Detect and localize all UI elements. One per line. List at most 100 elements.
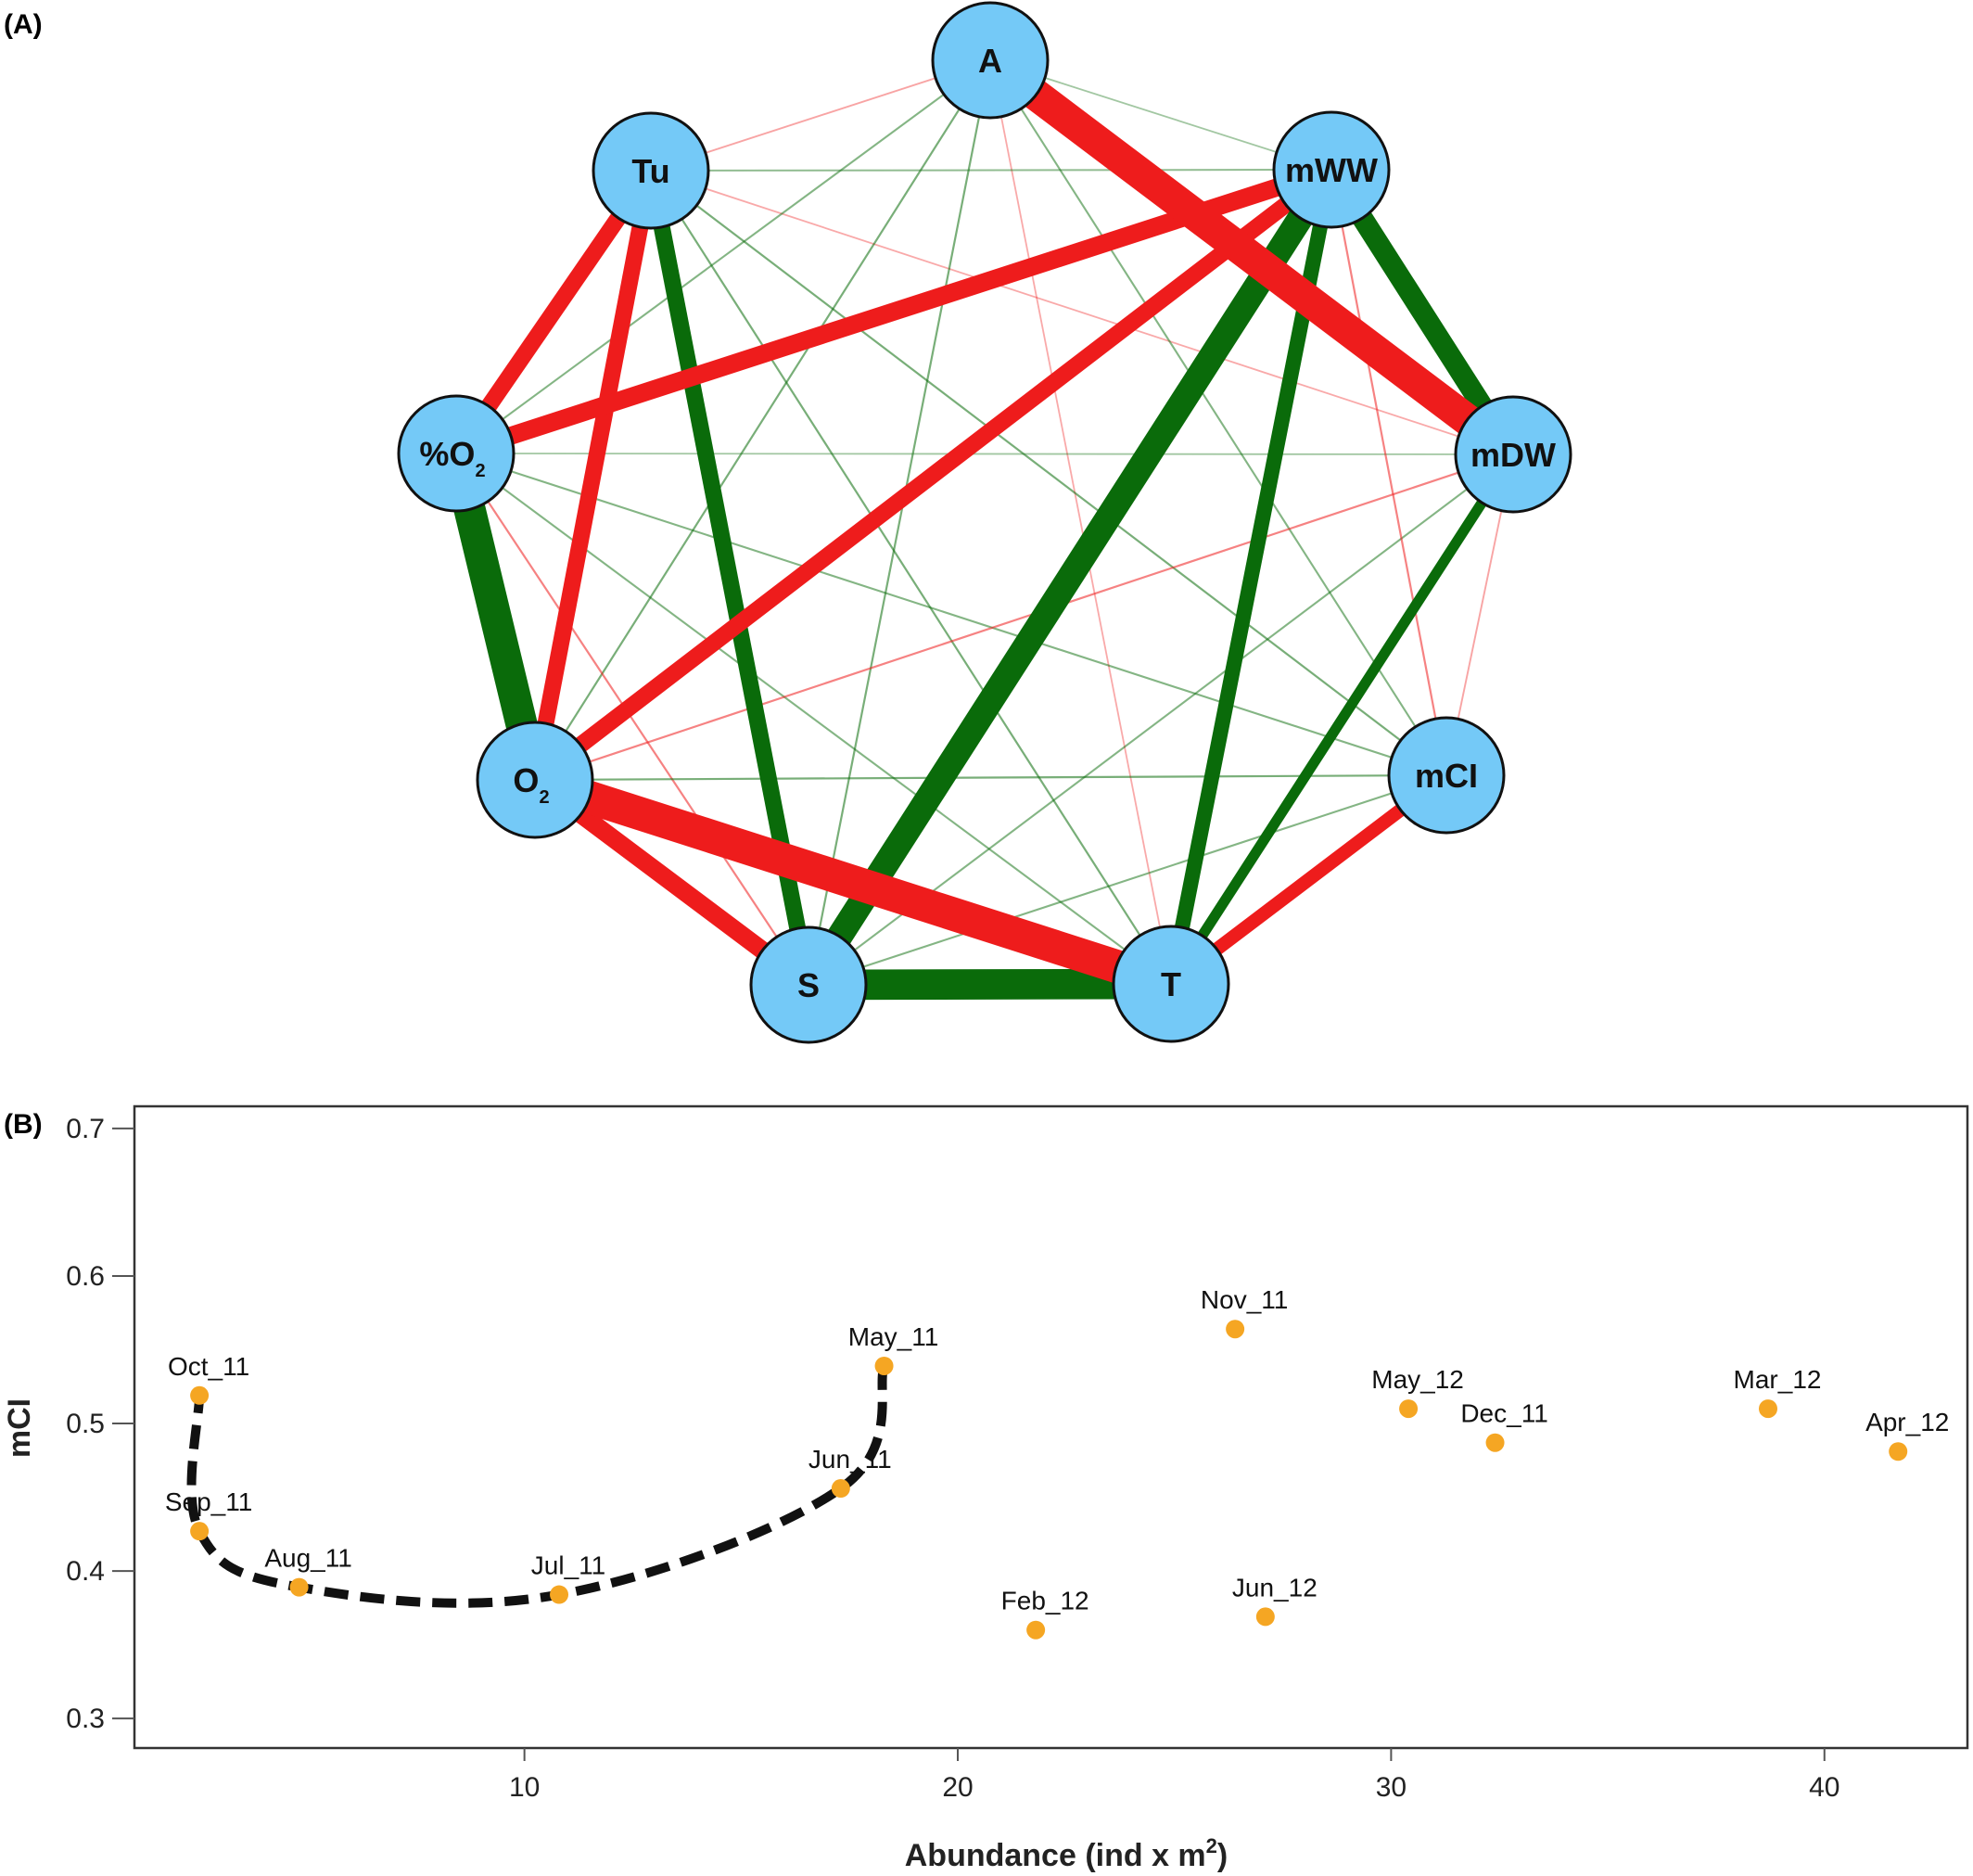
panel-b-label: (B) — [4, 1109, 43, 1140]
y-tick-label: 0.4 — [66, 1556, 105, 1587]
point-Dec_11 — [1485, 1433, 1505, 1452]
node-label: A — [978, 42, 1002, 80]
edge-A-mWW — [989, 59, 1332, 171]
node-circle — [1387, 716, 1506, 835]
edge-mDW-O2 — [534, 453, 1514, 782]
edge-pO2-S — [455, 453, 809, 986]
edge-pO2-T — [455, 453, 1172, 985]
node-pO2: %O2 — [397, 394, 516, 513]
node-label: %O2 — [419, 435, 485, 481]
node-mCI: mCI — [1387, 716, 1506, 835]
point-May_12 — [1399, 1399, 1419, 1419]
data-points — [190, 1320, 1908, 1640]
node-O2: O2 — [476, 721, 594, 839]
node-circle — [1454, 395, 1572, 514]
scatter-panel: (B) 0.3 0.4 0.5 0.6 0.7 10 20 30 40 mCI Abundan… — [2, 1104, 1969, 1873]
point-labels: Oct_11 Sep_11 Aug_11 Jul_11 Jun_11 May_11 Nov_… — [165, 1285, 1949, 1615]
edge-A-Tu — [650, 59, 991, 172]
node-circle — [397, 394, 516, 513]
node-label-subscript: 2 — [539, 787, 549, 808]
point-label-Mar_12: Mar_12 — [1734, 1365, 1822, 1394]
node-circle — [749, 925, 868, 1044]
edge-O2-mWW — [529, 162, 1337, 787]
edge-S-mCI — [808, 774, 1447, 986]
node-circle — [1272, 110, 1391, 229]
node-label-main: A — [978, 42, 1002, 80]
node-label: O2 — [513, 761, 549, 808]
x-axis-title-close: ) — [1217, 1838, 1228, 1873]
x-axis: 10 20 30 40 — [509, 1748, 1839, 1803]
x-tick-label: 40 — [1809, 1772, 1839, 1803]
node-label-subscript: 2 — [475, 461, 485, 481]
x-tick-label: 20 — [942, 1772, 973, 1803]
point-Oct_11 — [190, 1385, 210, 1405]
node-label: mWW — [1285, 151, 1378, 189]
point-Jun_12 — [1255, 1607, 1275, 1627]
y-tick-label: 0.6 — [66, 1261, 105, 1292]
edge-pO2-mCI — [455, 453, 1447, 776]
edge-mWW-S — [797, 162, 1343, 992]
node-label-main: mCI — [1415, 757, 1478, 795]
edge-A-mDW — [980, 47, 1523, 467]
edge-S-T — [808, 968, 1172, 1001]
point-label-Dec_11: Dec_11 — [1460, 1399, 1547, 1428]
point-Apr_12 — [1889, 1442, 1908, 1461]
point-label-Jul_11: Jul_11 — [531, 1551, 605, 1580]
y-axis: 0.3 0.4 0.5 0.6 0.7 — [66, 1114, 134, 1734]
point-label-Jun_12: Jun_12 — [1232, 1573, 1317, 1602]
edge-Tu-T — [650, 170, 1172, 985]
point-Jun_11 — [831, 1479, 850, 1499]
node-label: Tu — [631, 152, 669, 190]
point-Feb_12 — [1026, 1620, 1046, 1640]
edge-Tu-mDW — [650, 170, 1514, 455]
node-circle — [1112, 925, 1230, 1043]
point-Nov_11 — [1226, 1320, 1245, 1339]
point-Mar_12 — [1759, 1399, 1778, 1419]
node-label-main: mDW — [1470, 436, 1556, 474]
y-axis-title: mCI — [2, 1398, 37, 1458]
point-Jul_11 — [550, 1585, 569, 1604]
trajectory-line — [186, 1364, 889, 1608]
plot-frame — [133, 1104, 1969, 1750]
x-tick-label: 30 — [1376, 1772, 1407, 1803]
node-label-main: O — [513, 761, 539, 799]
x-axis-title-main: Abundance (ind x m — [905, 1838, 1206, 1873]
trajectory-path — [186, 1364, 889, 1608]
node-label: T — [1161, 965, 1181, 1003]
point-label-Sep_11: Sep_11 — [165, 1487, 252, 1516]
point-label-Apr_12: Apr_12 — [1865, 1408, 1949, 1436]
node-T: T — [1112, 925, 1230, 1043]
edge-Tu-mCI — [650, 170, 1447, 776]
y-tick-label: 0.5 — [66, 1409, 105, 1439]
node-label: mDW — [1470, 436, 1556, 474]
edge-mDW-T — [1166, 451, 1518, 988]
node-Tu: Tu — [592, 111, 710, 230]
edge-A-S — [807, 59, 992, 986]
edge-mWW-mCI — [1330, 169, 1448, 776]
point-Aug_11 — [289, 1577, 309, 1597]
node-S: S — [749, 925, 868, 1044]
x-axis-title-superscript: 2 — [1206, 1834, 1217, 1857]
edge-Tu-O2 — [527, 169, 659, 782]
point-label-May_12: May_12 — [1371, 1365, 1464, 1394]
point-label-Nov_11: Nov_11 — [1201, 1285, 1288, 1314]
edge-A-pO2 — [455, 59, 991, 454]
node-label: S — [797, 966, 820, 1004]
node-A: A — [931, 1, 1050, 120]
node-label-main: S — [797, 966, 820, 1004]
node-circle — [592, 111, 710, 230]
point-Sep_11 — [190, 1522, 210, 1541]
edge-A-T — [989, 59, 1172, 985]
edge-O2-mCI — [534, 773, 1447, 782]
y-tick-label: 0.3 — [66, 1704, 105, 1734]
node-label-main: Tu — [631, 152, 669, 190]
edge-A-O2 — [534, 59, 991, 781]
edge-O2-T — [529, 763, 1177, 1001]
node-label-main: mWW — [1285, 151, 1378, 189]
node-label-main: T — [1161, 965, 1181, 1003]
point-label-May_11: May_11 — [848, 1322, 939, 1351]
edge-A-mCI — [989, 59, 1447, 776]
